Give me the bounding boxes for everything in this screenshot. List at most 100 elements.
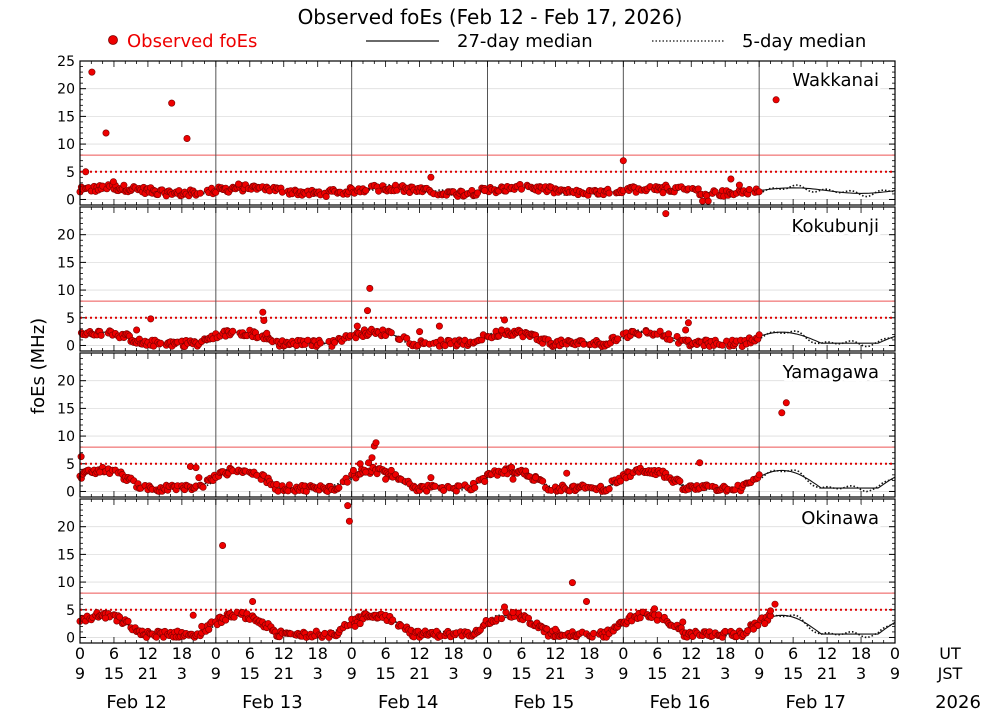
observed-point-outlier [368, 454, 376, 462]
observed-point [498, 615, 506, 623]
ut-tick-label: 12 [409, 644, 429, 663]
year-label: 2026 [935, 692, 981, 713]
observed-point-outlier [427, 474, 435, 482]
observed-point [474, 189, 482, 197]
observed-point [387, 329, 395, 337]
observed-point [335, 484, 343, 492]
observed-point-outlier [619, 157, 627, 165]
observed-point-outlier [551, 625, 559, 633]
observed-point [755, 471, 763, 479]
jst-tick-label: 15 [104, 664, 124, 683]
observed-point-outlier [219, 541, 227, 549]
station-label: Yamagawa [782, 362, 879, 383]
observed-point [362, 187, 370, 195]
legend-5day-label: 5-day median [742, 31, 866, 52]
ut-tick-label: 6 [788, 644, 798, 663]
ut-tick-label: 6 [381, 644, 391, 663]
observed-point-outlier [427, 173, 435, 181]
jst-tick-label: 21 [817, 664, 837, 683]
observed-point [718, 341, 726, 349]
panels: 0 5 10 15 20 25 Wakkanai 0 5 10 15 20 Kokubunji 0 5 10 1… [57, 54, 896, 646]
observed-point-outlier [133, 326, 141, 334]
observed-point-outlier [481, 187, 489, 195]
panel-frame [79, 206, 896, 352]
observed-point-outlier [679, 618, 687, 626]
y-tick-label: 5 [66, 311, 75, 327]
observed-point [229, 327, 237, 335]
observed-point [539, 477, 547, 485]
observed-point-outlier [435, 322, 443, 330]
station-label: Kokubunji [792, 216, 879, 237]
panel-wakkanai: 0 5 10 15 20 25 Wakkanai [57, 54, 896, 208]
observed-point [590, 629, 598, 637]
observed-point-outlier [500, 466, 508, 474]
jst-tick-label: 9 [618, 664, 628, 683]
observed-point [616, 477, 624, 485]
observed-point-outlier [263, 329, 271, 337]
observed-point [655, 611, 663, 619]
observed-point-outlier [650, 605, 658, 613]
observed-point-outlier [235, 180, 243, 188]
panel-frame [79, 60, 896, 206]
jst-tick-label: 15 [783, 664, 803, 683]
observed-point-outlier [88, 68, 96, 76]
ut-tick-label: 18 [172, 644, 192, 663]
y-tick-label: 20 [57, 82, 75, 98]
jst-tick-label: 15 [647, 664, 667, 683]
observed-point-outlier [696, 459, 704, 467]
observed-point-outlier [344, 502, 352, 510]
observed-point-outlier [189, 611, 197, 619]
panel-yamagawa: 0 5 10 15 20 Yamagawa [57, 352, 896, 500]
observed-point [745, 186, 753, 194]
observed-point [278, 188, 286, 196]
observed-point [205, 625, 213, 633]
jst-tick-label: 3 [448, 664, 458, 683]
jst-tick-label: 3 [177, 664, 187, 683]
observed-point [284, 487, 292, 495]
y-tick-label: 25 [57, 54, 75, 70]
day-label: Feb 12 [106, 692, 167, 713]
jst-tick-label: 15 [375, 664, 395, 683]
ut-tick-label: 6 [245, 644, 255, 663]
observed-point-outlier [349, 466, 357, 474]
jst-tick-label: 21 [681, 664, 701, 683]
jst-tick-label: 3 [856, 664, 866, 683]
observed-point-outlier [761, 620, 769, 628]
jst-tick-label: 9 [754, 664, 764, 683]
y-tick-label: 5 [66, 603, 75, 619]
y-tick-label: 0 [66, 192, 75, 208]
observed-point-outlier [662, 210, 670, 218]
y-axis-label: foEs (MHz) [28, 318, 49, 414]
day-label: Feb 13 [242, 692, 303, 713]
observed-point [605, 189, 613, 197]
y-tick-label: 15 [57, 109, 75, 125]
observed-point [471, 484, 479, 492]
jst-tick-label: 21 [138, 664, 158, 683]
observed-point-outlier [77, 453, 85, 461]
jst-tick-label: 21 [545, 664, 565, 683]
observed-point-outlier [782, 399, 790, 407]
observed-point-outlier [372, 439, 380, 447]
jst-tick-label: 9 [211, 664, 221, 683]
ut-tick-label: 18 [579, 644, 599, 663]
ut-tick-label: 12 [545, 644, 565, 663]
ut-label: UT [939, 644, 961, 663]
observed-point [274, 487, 282, 495]
observed-point-outlier [366, 284, 374, 292]
observed-point-outlier [778, 409, 786, 417]
observed-point-outlier [96, 468, 104, 476]
observed-point-outlier [260, 316, 268, 324]
observed-point [403, 334, 411, 342]
observed-point-outlier [416, 328, 424, 336]
jst-tick-label: 9 [482, 664, 492, 683]
observed-point-outlier [147, 315, 155, 323]
observed-point [196, 189, 204, 197]
x-axis: 0 6 12 18 0 6 12 18 0 6 12 18 0 6 12 18 0 6 12 18 0 6 12 18 09 15… [75, 644, 981, 713]
jst-tick-label: 15 [511, 664, 531, 683]
observed-point [635, 331, 643, 339]
observed-point-outlier [500, 603, 508, 611]
observed-point-outlier [382, 475, 390, 483]
observed-point [665, 330, 673, 338]
observed-point-outlier [353, 322, 361, 330]
